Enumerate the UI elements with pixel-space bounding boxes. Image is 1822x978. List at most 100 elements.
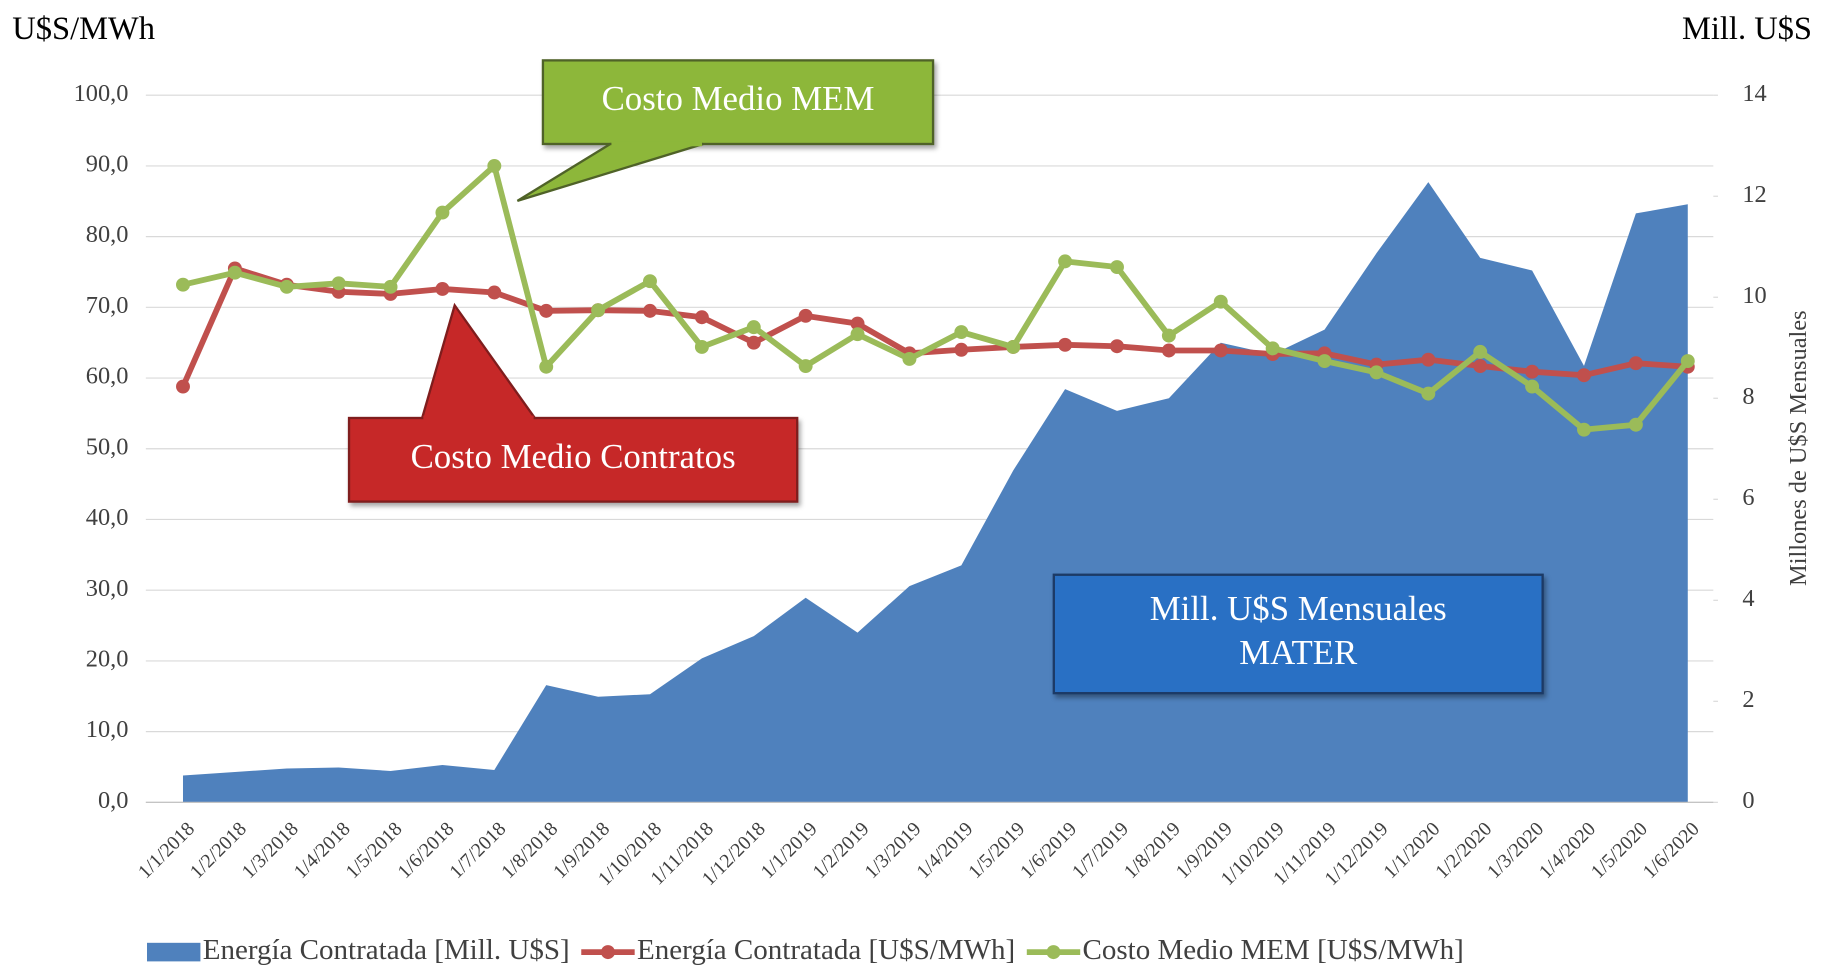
point: [954, 342, 969, 357]
y2-axis-label: Millones de U$S Mensuales: [1785, 310, 1812, 586]
point: [1421, 352, 1436, 367]
y-tick-label: 70,0: [86, 292, 129, 319]
x-tick-label: 1/1/2018: [134, 818, 199, 883]
point: [1317, 354, 1332, 369]
point: [850, 327, 865, 342]
point: [487, 158, 502, 173]
x-tick-label: 1/8/2018: [497, 818, 562, 883]
x-tick-label: 1/2/2018: [186, 818, 251, 883]
x-tick-label: 1/1/2020: [1379, 818, 1444, 883]
callout-text: Costo Medio MEM: [602, 79, 875, 118]
point: [746, 320, 761, 335]
point: [643, 274, 657, 289]
point: [1213, 343, 1228, 358]
x-tick-label: 1/3/2020: [1483, 818, 1548, 883]
point: [643, 303, 657, 318]
x-tick-label: 1/5/2018: [341, 818, 406, 883]
point: [539, 303, 554, 318]
y2-tick-label: 2: [1742, 686, 1754, 713]
point: [1473, 359, 1488, 373]
x-tick-label: 1/2/2019: [808, 818, 873, 883]
point: [798, 359, 813, 373]
point: [1058, 254, 1073, 269]
point: [176, 379, 190, 394]
point: [1525, 379, 1540, 394]
callout: Mill. U$S Mensuales MATER: [1052, 573, 1544, 695]
point: [746, 335, 761, 350]
point: [1525, 364, 1540, 379]
legend-swatch: [1046, 945, 1061, 960]
callout-box: [541, 59, 935, 146]
y-tick-label: 20,0: [86, 645, 129, 672]
y-tick-label: 30,0: [86, 575, 129, 602]
point: [227, 265, 242, 280]
x-tick-label: 1/8/2019: [1120, 818, 1185, 883]
point: [539, 359, 554, 374]
callout-pointer: [420, 302, 538, 420]
callout-text: Costo Medio Contratos: [411, 437, 736, 476]
y-tick-label: 100,0: [74, 80, 129, 107]
callout-box: [347, 416, 799, 503]
point: [435, 281, 450, 296]
point: [1628, 356, 1643, 371]
point: [1161, 328, 1176, 343]
y2-axis-top-label: Mill. U$S: [1682, 11, 1812, 47]
callout: Costo Medio MEM: [516, 59, 935, 202]
y2-tick-label: 0: [1742, 787, 1754, 814]
legend-label: Energía Contratada [U$S/MWh]: [637, 934, 1015, 966]
y-axis-label: U$S/MWh: [12, 11, 155, 47]
legend-swatch: [601, 945, 615, 960]
x-tick-label: 1/7/2019: [1068, 818, 1133, 883]
x-tick-label: 1/4/2018: [290, 818, 355, 883]
legend-label: Costo Medio MEM [U$S/MWh]: [1083, 934, 1464, 966]
y2-tick-label: 10: [1742, 282, 1766, 309]
y-tick-label: 0,0: [98, 787, 128, 814]
point: [1058, 337, 1073, 352]
point: [1421, 386, 1436, 401]
x-tick-label: 1/5/2020: [1587, 818, 1652, 883]
point: [383, 279, 398, 294]
x-tick-label: 1/1/2019: [757, 818, 822, 883]
callout-box: [1052, 573, 1544, 695]
point: [487, 285, 502, 300]
x-tick-label: 1/3/2019: [860, 818, 925, 883]
point: [1213, 294, 1228, 309]
point: [1473, 344, 1488, 359]
x-tick-label: 1/6/2020: [1639, 818, 1704, 883]
y-tick-label: 50,0: [86, 433, 129, 460]
legend-swatch: [146, 942, 201, 962]
y2-tick-label: 14: [1742, 80, 1766, 107]
x-tick-label: 1/4/2020: [1535, 818, 1600, 883]
callout: Costo Medio Contratos: [347, 302, 799, 503]
point: [1680, 354, 1695, 369]
point: [954, 325, 969, 340]
x-tick-label: 1/6/2019: [1016, 818, 1081, 883]
x-tick-label: 1/5/2019: [964, 818, 1029, 883]
point: [331, 276, 346, 291]
point: [435, 205, 450, 220]
point: [1006, 339, 1021, 354]
x-tick-label: 1/3/2018: [238, 818, 303, 883]
line: [182, 163, 1691, 433]
callout-pointer: [516, 142, 704, 202]
y-tick-label: 80,0: [86, 221, 129, 248]
point: [798, 308, 813, 323]
point: [1577, 368, 1591, 383]
callout-text: Mill. U$S Mensuales: [1150, 589, 1447, 628]
point: [279, 279, 294, 294]
point: [694, 310, 709, 325]
point: [1577, 422, 1591, 437]
y-tick-label: 10,0: [86, 716, 129, 743]
y-tick-label: 60,0: [86, 363, 129, 390]
point: [176, 277, 190, 292]
y-tick-label: 40,0: [86, 504, 129, 531]
x-tick-label: 1/7/2018: [445, 818, 510, 883]
point: [850, 316, 865, 331]
point: [1369, 365, 1384, 380]
point: [1628, 417, 1643, 432]
point: [1161, 343, 1176, 358]
point: [694, 339, 709, 354]
legend-label: Energía Contratada [Mill. U$S]: [203, 934, 570, 966]
point: [902, 351, 917, 366]
